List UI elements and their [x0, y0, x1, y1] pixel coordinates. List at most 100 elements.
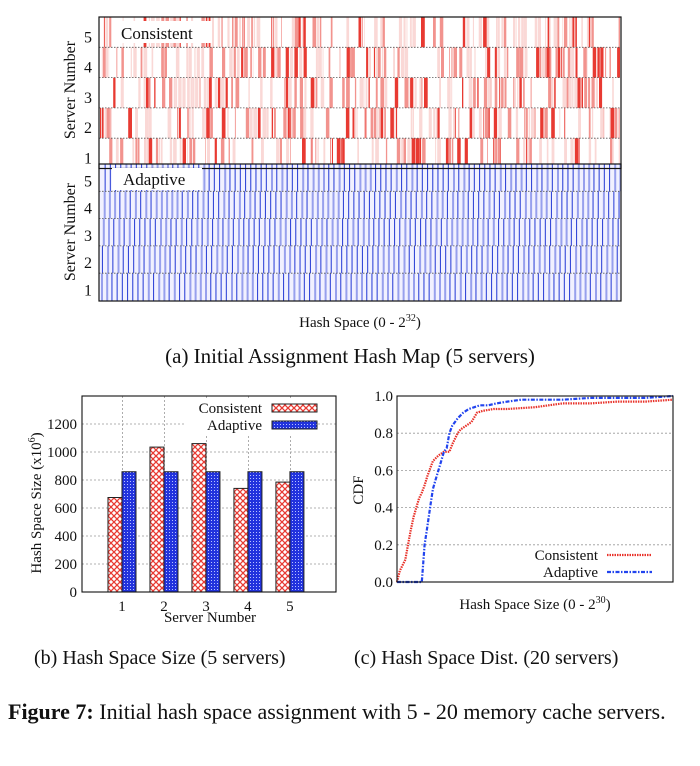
consistent-segment: [497, 17, 500, 48]
adaptive-segment: [493, 191, 495, 219]
consistent-segment: [102, 47, 106, 78]
adaptive-segment: [314, 273, 317, 301]
consistent-segment: [178, 77, 182, 108]
adaptive-segment: [340, 273, 342, 301]
consistent-segment: [539, 47, 542, 78]
consistent-segment: [459, 47, 463, 78]
adaptive-segment: [361, 273, 363, 301]
consistent-segment: [188, 47, 192, 78]
adaptive-segment: [427, 164, 429, 192]
figure-caption: Figure 7: Initial hash space assignment …: [8, 695, 698, 728]
consistent-segment: [539, 138, 542, 169]
y-axis-label-adaptive: Server Number: [62, 182, 79, 281]
adaptive-segment: [319, 273, 321, 301]
adaptive-segment: [332, 191, 335, 219]
consistent-segment: [464, 138, 468, 169]
consistent-segment: [286, 138, 290, 169]
consistent-segment: [537, 17, 541, 48]
adaptive-segment: [415, 191, 417, 219]
adaptive-segment: [424, 245, 427, 274]
consistent-segment: [453, 47, 457, 78]
adaptive-segment: [203, 164, 206, 192]
consistent-segment: [618, 17, 620, 48]
bar-legend-label: Adaptive: [207, 418, 262, 434]
adaptive-segment: [341, 245, 343, 274]
adaptive-segment: [513, 218, 515, 246]
adaptive-segment: [507, 245, 509, 274]
consistent-segment: [612, 138, 614, 169]
adaptive-segment: [606, 245, 609, 274]
adaptive-segment: [586, 218, 588, 246]
adaptive-segment: [251, 273, 254, 301]
adaptive-row-bg: [99, 245, 621, 274]
adaptive-segment: [112, 245, 114, 274]
adaptive-segment: [184, 273, 186, 301]
consistent-segment: [299, 47, 303, 78]
adaptive-segment: [533, 245, 535, 274]
consistent-segment: [614, 107, 618, 139]
adaptive-ytick-label: 4: [84, 201, 92, 218]
consistent-segment: [144, 138, 146, 169]
consistent-segment: [495, 138, 498, 169]
adaptive-segment: [465, 273, 467, 301]
consistent-segment: [609, 107, 611, 139]
consistent-segment: [436, 107, 438, 139]
consistent-segment: [567, 47, 571, 78]
consistent-segment: [534, 107, 536, 139]
consistent-segment: [384, 47, 387, 78]
bar-adaptive: [163, 471, 179, 593]
consistent-segment: [612, 77, 614, 108]
adaptive-label-bg: [112, 168, 202, 190]
adaptive-segment: [445, 245, 447, 274]
adaptive-segment: [581, 218, 584, 246]
consistent-segment: [366, 107, 367, 139]
consistent-segment: [586, 17, 589, 48]
adaptive-segment: [506, 273, 508, 301]
adaptive-segment: [333, 164, 335, 192]
consistent-segment: [409, 17, 412, 48]
adaptive-segment: [382, 245, 385, 274]
consistent-segment: [448, 138, 452, 169]
consistent-segment: [546, 138, 549, 169]
consistent-segment: [290, 138, 291, 169]
adaptive-segment: [301, 191, 304, 219]
consistent-segment: [469, 107, 473, 139]
consistent-segment: [390, 107, 394, 139]
consistent-segment: [474, 47, 476, 78]
adaptive-segment: [271, 164, 273, 192]
adaptive-segment: [244, 191, 246, 219]
consistent-segment: [251, 138, 254, 169]
adaptive-segment: [596, 218, 598, 246]
consistent-segment: [514, 77, 516, 108]
consistent-segment: [575, 17, 577, 48]
consistent-segment: [400, 47, 405, 78]
consistent-segment: [106, 107, 110, 139]
consistent-segment: [526, 138, 528, 169]
adaptive-segment: [491, 245, 493, 274]
consistent-segment: [196, 47, 200, 78]
adaptive-segment: [545, 191, 548, 219]
caption-c: (c) Hash Space Dist. (20 servers): [354, 647, 619, 669]
adaptive-segment: [569, 245, 571, 274]
adaptive-segment: [150, 191, 152, 219]
adaptive-segment: [191, 218, 193, 246]
adaptive-segment: [290, 191, 293, 219]
consistent-segment: [385, 138, 388, 169]
consistent-segment: [194, 47, 196, 78]
adaptive-segment: [220, 273, 222, 301]
consistent-segment: [243, 17, 245, 48]
adaptive-segment: [576, 191, 579, 219]
consistent-segment: [354, 77, 357, 108]
adaptive-segment: [293, 273, 296, 301]
adaptive-segment: [372, 245, 374, 274]
consistent-panel-label: Consistent: [121, 24, 193, 43]
consistent-segment: [187, 138, 188, 169]
consistent-segment: [382, 17, 385, 48]
consistent-segment: [600, 47, 604, 78]
consistent-segment: [534, 17, 538, 48]
consistent-segment: [221, 17, 223, 48]
consistent-segment: [253, 17, 256, 48]
consistent-segment: [408, 77, 410, 108]
consistent-segment: [135, 107, 138, 139]
adaptive-segment: [580, 245, 582, 274]
